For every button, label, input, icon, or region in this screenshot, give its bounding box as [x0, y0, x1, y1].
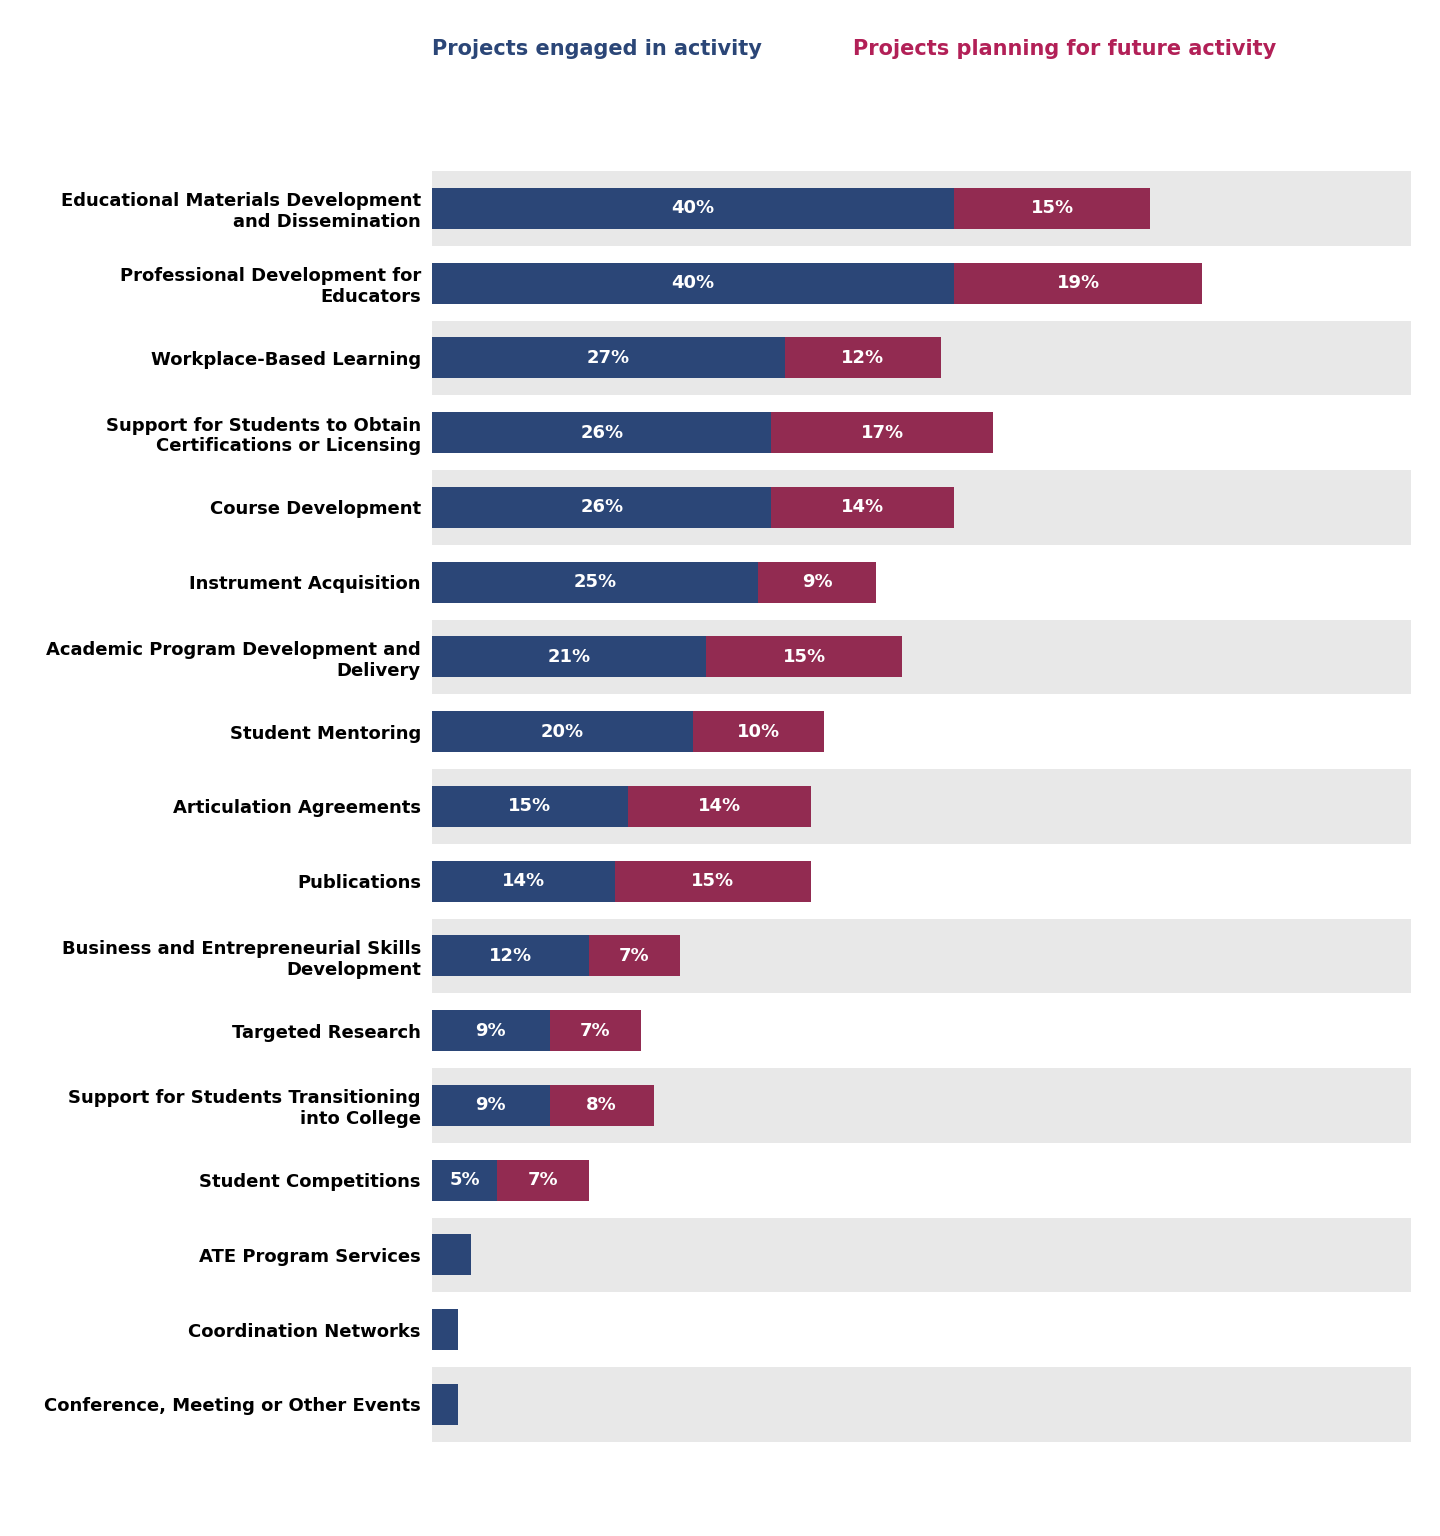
Bar: [432, 636, 706, 677]
Bar: [615, 860, 811, 902]
Text: 7%: 7%: [619, 946, 649, 965]
Text: 15%: 15%: [691, 872, 734, 891]
Bar: [432, 1160, 497, 1201]
Bar: [432, 860, 615, 902]
Bar: [772, 487, 955, 528]
Bar: [432, 187, 955, 229]
Bar: [432, 1309, 458, 1350]
Text: 5%: 5%: [449, 1170, 480, 1189]
Bar: [955, 187, 1151, 229]
Text: 7%: 7%: [527, 1170, 559, 1189]
Bar: [432, 321, 1411, 395]
Text: 20%: 20%: [541, 722, 585, 740]
Text: 19%: 19%: [1057, 273, 1100, 292]
Bar: [432, 770, 1411, 843]
Bar: [772, 412, 994, 453]
Bar: [432, 246, 1411, 321]
Text: 40%: 40%: [671, 200, 714, 218]
Bar: [432, 1235, 471, 1275]
Bar: [432, 487, 772, 528]
Bar: [432, 1084, 550, 1126]
Text: Projects planning for future activity: Projects planning for future activity: [852, 38, 1276, 58]
Text: Projects engaged in activity: Projects engaged in activity: [432, 38, 762, 58]
Bar: [955, 263, 1202, 304]
Text: 14%: 14%: [501, 872, 544, 891]
Text: 40%: 40%: [671, 273, 714, 292]
Bar: [432, 786, 628, 826]
Bar: [550, 1011, 641, 1051]
Bar: [432, 711, 693, 753]
Bar: [706, 636, 901, 677]
Bar: [432, 919, 1411, 994]
Bar: [432, 1218, 1411, 1292]
Text: 26%: 26%: [580, 498, 624, 516]
Bar: [432, 170, 1411, 246]
Bar: [432, 1292, 1411, 1367]
Text: 15%: 15%: [508, 797, 552, 816]
Bar: [432, 935, 589, 977]
Text: 21%: 21%: [547, 648, 590, 667]
Bar: [432, 545, 1411, 619]
Bar: [432, 412, 772, 453]
Text: 7%: 7%: [580, 1021, 611, 1040]
Bar: [785, 338, 942, 378]
Bar: [759, 562, 876, 602]
Text: 15%: 15%: [1031, 200, 1074, 218]
Bar: [550, 1084, 654, 1126]
Text: 14%: 14%: [841, 498, 884, 516]
Text: 26%: 26%: [580, 424, 624, 442]
Text: 9%: 9%: [475, 1021, 505, 1040]
Bar: [432, 562, 759, 602]
Bar: [432, 1367, 1411, 1442]
Bar: [432, 1068, 1411, 1143]
Text: 27%: 27%: [586, 349, 629, 367]
Bar: [432, 263, 955, 304]
Bar: [432, 470, 1411, 545]
Bar: [432, 338, 785, 378]
Text: 17%: 17%: [861, 424, 904, 442]
Text: 9%: 9%: [802, 573, 832, 591]
Bar: [628, 786, 811, 826]
Bar: [589, 935, 680, 977]
Bar: [432, 843, 1411, 919]
Text: 14%: 14%: [697, 797, 740, 816]
Bar: [693, 711, 824, 753]
Bar: [432, 395, 1411, 470]
Bar: [432, 1143, 1411, 1218]
Bar: [497, 1160, 589, 1201]
Bar: [432, 1011, 550, 1051]
Text: 12%: 12%: [841, 349, 884, 367]
Text: 8%: 8%: [586, 1097, 618, 1115]
Text: 15%: 15%: [782, 648, 825, 667]
Text: 25%: 25%: [573, 573, 616, 591]
Bar: [432, 1384, 458, 1425]
Text: 9%: 9%: [475, 1097, 505, 1115]
Text: 10%: 10%: [737, 722, 780, 740]
Bar: [432, 619, 1411, 694]
Bar: [432, 694, 1411, 770]
Bar: [432, 994, 1411, 1068]
Text: 12%: 12%: [488, 946, 531, 965]
